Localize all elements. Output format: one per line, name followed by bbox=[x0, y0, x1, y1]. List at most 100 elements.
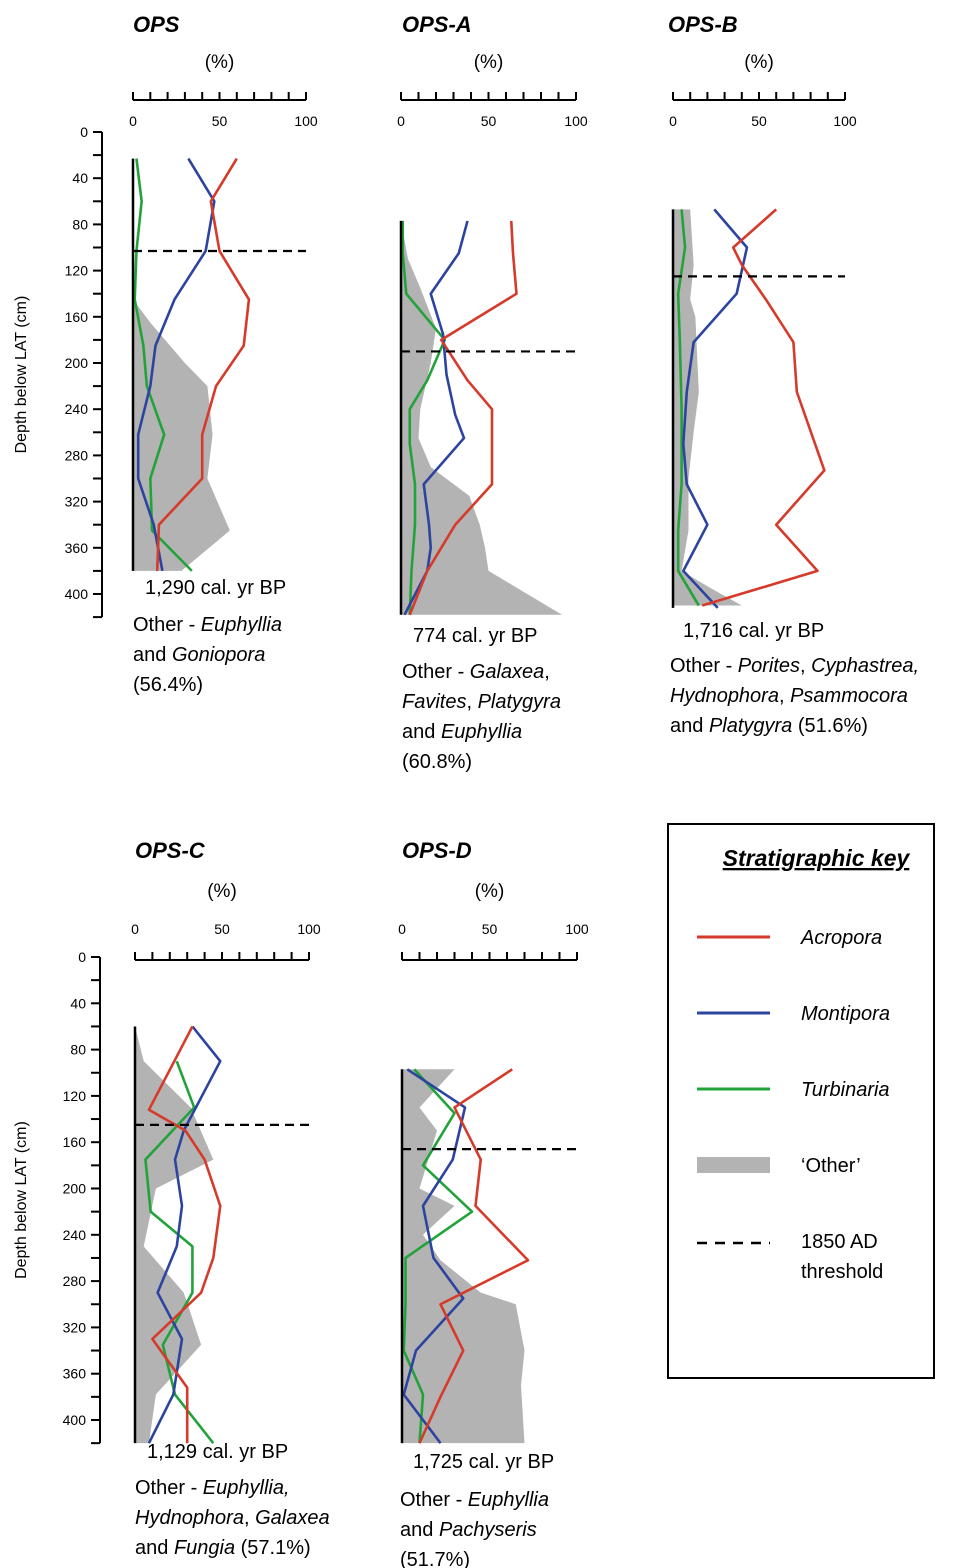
taxon-name: Hydnophora bbox=[135, 1507, 244, 1529]
depth-tick-label: 200 bbox=[65, 355, 89, 371]
series-montipora-line bbox=[136, 157, 216, 572]
depth-tick-label: 240 bbox=[63, 1227, 87, 1243]
series-other-area bbox=[673, 209, 742, 606]
depth-tick-label: 400 bbox=[63, 1412, 87, 1428]
caption-text: and bbox=[135, 1537, 174, 1559]
taxon-name: Favites bbox=[402, 691, 466, 713]
depth-tick-label: 360 bbox=[63, 1366, 87, 1382]
percent-tick-label: 50 bbox=[214, 921, 230, 937]
caption-text: (57.1%) bbox=[235, 1537, 311, 1559]
other-taxa-caption: Favites, Platygyra bbox=[402, 691, 561, 713]
key-title: Stratigraphic key bbox=[723, 845, 911, 871]
depth-tick-label: 400 bbox=[65, 586, 89, 602]
percent-tick-label: 100 bbox=[565, 921, 589, 937]
taxon-name: Goniopora bbox=[172, 644, 265, 666]
depth-tick-label: 160 bbox=[63, 1134, 87, 1150]
panel-ops-a: OPS-A(%) 0 50 100 774 cal. yr BP Other - Gala… bbox=[397, 12, 588, 773]
other-taxa-caption: Other - Euphyllia, bbox=[135, 1477, 290, 1499]
percent-axis-title: (%) bbox=[207, 881, 237, 902]
percent-tick-label: 100 bbox=[564, 113, 588, 129]
key-label-montipora: Montipora bbox=[801, 1003, 890, 1025]
taxon-name: Galaxea bbox=[470, 661, 545, 683]
other-taxa-caption: and Euphyllia bbox=[402, 721, 522, 743]
percent-tick-label: 50 bbox=[482, 921, 498, 937]
caption-text: (51.6%) bbox=[792, 715, 868, 737]
taxon-name: Euphyllia bbox=[441, 721, 522, 743]
series-montipora-line bbox=[147, 1025, 222, 1444]
depth-tick-label: 320 bbox=[63, 1319, 87, 1335]
depth-tick-label: 0 bbox=[80, 124, 88, 140]
caption-text: and bbox=[670, 715, 709, 737]
percent-axis: (%) 0 50 100 bbox=[131, 881, 321, 961]
caption-text: , bbox=[244, 1507, 255, 1529]
depth-axis-2: 0 40 80 120 160 200 240 280 320 360 400 Depth below… bbox=[13, 949, 101, 1445]
depth-tick-label: 240 bbox=[65, 401, 89, 417]
caption-text: , bbox=[800, 655, 811, 677]
series-turbinaria-line bbox=[676, 209, 700, 607]
series-other-area bbox=[402, 1069, 525, 1444]
taxon-name: Hydnophora bbox=[670, 685, 779, 707]
series-acropora-line bbox=[701, 208, 826, 607]
depth-tick-label: 120 bbox=[63, 1088, 87, 1104]
percent-tick-label: 0 bbox=[397, 113, 405, 129]
percent-axis: (%) 0 50 100 bbox=[669, 52, 857, 129]
depth-tick-label: 280 bbox=[65, 447, 89, 463]
depth-tick-label: 160 bbox=[65, 309, 89, 325]
taxon-name: Galaxea bbox=[255, 1507, 330, 1529]
taxon-name: Porites bbox=[738, 655, 800, 677]
series-turbinaria-line bbox=[133, 158, 193, 572]
percent-tick-label: 0 bbox=[669, 113, 677, 129]
series-montipora-line bbox=[402, 1068, 467, 1444]
depth-tick-label: 40 bbox=[70, 995, 86, 1011]
stratigraphic-key: Stratigraphic key Acropora Montipora Tur… bbox=[667, 823, 935, 1379]
panel-title: OPS-C bbox=[135, 838, 206, 863]
other-taxa-caption: Other - Galaxea, bbox=[402, 661, 550, 683]
depth-tick-label: 120 bbox=[65, 263, 89, 279]
taxon-name: Platygyra bbox=[709, 715, 792, 737]
percent-tick-label: 0 bbox=[129, 113, 137, 129]
other-taxa-caption: Other - Porites, Cyphastrea, bbox=[670, 655, 919, 677]
percent-axis: (%) 0 50 100 bbox=[398, 881, 589, 961]
other-taxa-caption: (60.8%) bbox=[402, 751, 472, 773]
percent-axis-title: (%) bbox=[475, 881, 505, 902]
key-label-acropora: Acropora bbox=[800, 927, 882, 949]
panels-layer: OPS (%) 0 50 100 1,290 cal. yr BP Other - Euph… bbox=[129, 12, 919, 1568]
other-taxa-caption: and Fungia (57.1%) bbox=[135, 1537, 311, 1559]
depth-tick-label: 80 bbox=[70, 1042, 86, 1058]
percent-tick-label: 50 bbox=[481, 113, 497, 129]
series-acropora-line bbox=[418, 1068, 530, 1444]
percent-axis-title: (%) bbox=[205, 52, 235, 73]
percent-axis-title: (%) bbox=[744, 52, 774, 73]
caption-text: , bbox=[779, 685, 790, 707]
other-taxa-caption: Hydnophora, Psammocora bbox=[670, 685, 908, 707]
percent-tick-label: 50 bbox=[751, 113, 767, 129]
panel-title: OPS-A bbox=[402, 12, 472, 37]
series-acropora-line bbox=[408, 220, 518, 616]
series-turbinaria-line bbox=[401, 220, 447, 615]
core-age-label: 774 cal. yr BP bbox=[413, 625, 538, 647]
percent-tick-label: 0 bbox=[398, 921, 406, 937]
depth-tick-label: 0 bbox=[78, 949, 86, 965]
percent-tick-label: 50 bbox=[212, 113, 228, 129]
key-label-other: ‘Other’ bbox=[801, 1155, 861, 1177]
depth-tick-label: 320 bbox=[65, 494, 89, 510]
depth-tick-label: 40 bbox=[72, 170, 88, 186]
percent-tick-label: 100 bbox=[297, 921, 321, 937]
key-box bbox=[667, 823, 935, 1379]
taxon-name: Pachyseris bbox=[439, 1519, 537, 1541]
core-age-label: 1,129 cal. yr BP bbox=[147, 1441, 288, 1463]
other-taxa-caption: (51.7%) bbox=[400, 1549, 470, 1568]
other-taxa-caption: Hydnophora, Galaxea bbox=[135, 1507, 330, 1529]
taxon-name: Euphyllia bbox=[201, 614, 282, 636]
caption-text: Other - bbox=[670, 655, 738, 677]
key-label-turbinaria: Turbinaria bbox=[801, 1079, 890, 1101]
caption-text: , bbox=[466, 691, 477, 713]
depth-axis-title: Depth below LAT (cm) bbox=[13, 1121, 30, 1279]
other-taxa-caption: Other - Euphyllia bbox=[400, 1489, 549, 1511]
taxon-name: Cyphastrea, bbox=[811, 655, 919, 677]
panel-ops-b: OPS-B (%) 0 50 100 1,716 cal. yr BP Other - Po… bbox=[668, 12, 919, 737]
other-taxa-caption: Other - Euphyllia bbox=[133, 614, 282, 636]
other-taxa-caption: and Pachyseris bbox=[400, 1519, 537, 1541]
